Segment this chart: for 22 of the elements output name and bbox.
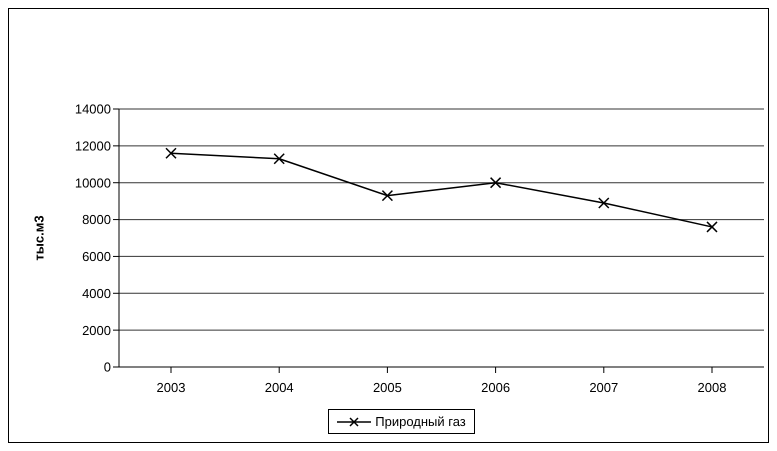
- x-tick-label: 2003: [156, 380, 186, 396]
- x-tick-label: 2006: [481, 380, 510, 396]
- y-tick-label: 12000: [74, 138, 111, 154]
- point: [706, 221, 718, 233]
- x-tick-label: 2007: [589, 380, 618, 396]
- legend-label: Природный газ: [375, 414, 466, 429]
- point: [598, 197, 610, 209]
- y-tick-label: 4000: [82, 286, 111, 301]
- x-tick-label: 2008: [698, 380, 726, 396]
- y-tick-label: 2000: [82, 322, 111, 338]
- x-tick-label: 2005: [372, 380, 402, 396]
- y-tick-label: 10000: [74, 175, 111, 190]
- point: [165, 147, 177, 159]
- x-tick-label: 2004: [264, 380, 294, 396]
- y-axis-title: тыс.м3: [32, 215, 47, 261]
- point: [382, 190, 394, 202]
- point: [273, 153, 285, 165]
- y-tick-label: 6000: [82, 249, 111, 264]
- y-tick-label: 0: [104, 360, 111, 375]
- y-tick-label: 8000: [82, 212, 111, 228]
- y-tick-label: 14000: [74, 102, 111, 117]
- point: [490, 176, 502, 188]
